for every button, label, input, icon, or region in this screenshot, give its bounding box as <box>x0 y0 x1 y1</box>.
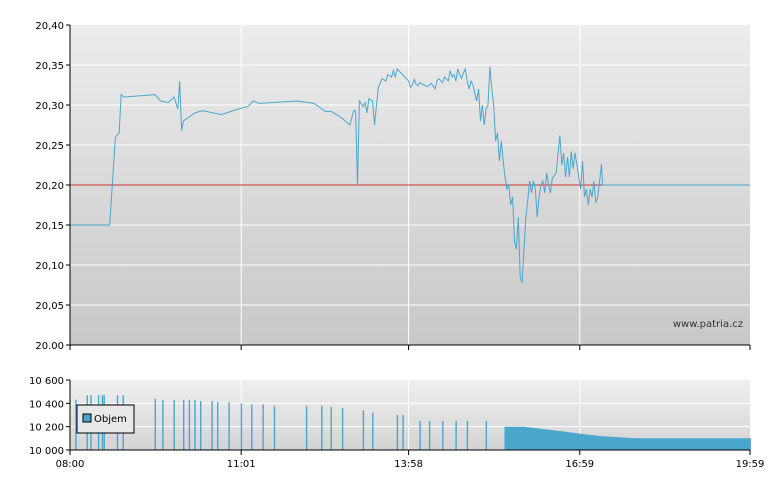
volume-bar <box>637 438 666 450</box>
price-y-tick-label: 20,25 <box>35 141 64 152</box>
watermark: www.patria.cz <box>673 319 743 330</box>
price-y-axis: 20,40 20,35 20,30 20,25 20,20 20,15 20,10 20,05… <box>35 21 70 352</box>
volume-x-tick-label: 13:58 <box>394 459 423 470</box>
volume-bar <box>455 420 457 450</box>
volume-x-tick-label: 19:59 <box>736 459 765 470</box>
volume-bar <box>419 420 421 450</box>
volume-x-tick-label: 16:59 <box>565 459 594 470</box>
volume-y-tick-label: 10 600 <box>29 376 64 387</box>
volume-bar <box>618 437 638 450</box>
volume-bar <box>341 408 344 450</box>
price-y-tick-label: 20,05 <box>35 301 64 312</box>
volume-y-tick-label: 10 400 <box>29 399 64 410</box>
volume-bar <box>211 401 213 450</box>
volume-bar <box>485 420 487 450</box>
legend-swatch <box>82 413 92 423</box>
volume-bar <box>442 420 444 450</box>
volume-y-tick-label: 10 200 <box>29 423 64 434</box>
volume-bar <box>200 401 202 450</box>
volume-bar <box>542 429 562 450</box>
volume-y-axis: 10 600 10 400 10 200 10 000 <box>29 376 70 457</box>
price-y-tick-label: 20,30 <box>35 101 64 112</box>
volume-bar <box>665 438 695 450</box>
volume-bar <box>188 399 191 450</box>
volume-bar <box>194 399 196 450</box>
volume-bar <box>694 438 723 450</box>
price-y-tick-label: 20,10 <box>35 261 64 272</box>
volume-bar <box>330 406 332 450</box>
volume-bar <box>362 410 365 450</box>
volume-bar <box>262 404 264 450</box>
volume-bar <box>273 405 276 450</box>
price-panel: 20,40 20,35 20,30 20,25 20,20 20,15 20,10 20,05… <box>35 21 751 352</box>
volume-bar <box>321 405 323 450</box>
volume-bar <box>173 399 175 450</box>
volume-bar <box>428 420 431 450</box>
volume-bar <box>524 426 543 450</box>
volume-panel: 10 600 10 400 10 200 10 000 08:00 11:01 13:58… <box>29 376 764 470</box>
volume-bar <box>154 398 156 450</box>
price-y-tick-label: 20,15 <box>35 221 64 232</box>
volume-bar <box>505 426 524 450</box>
price-y-tick-label: 20,35 <box>35 61 64 72</box>
volume-bar <box>402 415 404 450</box>
volume-bar <box>749 438 751 450</box>
legend: Objem <box>76 404 135 434</box>
volume-bar <box>580 433 600 450</box>
volume-bar <box>466 420 469 450</box>
price-y-tick-label: 20.00 <box>35 341 64 352</box>
volume-bar <box>561 431 581 450</box>
price-y-tick-label: 20,20 <box>35 181 64 192</box>
volume-x-tick-label: 11:01 <box>227 459 256 470</box>
volume-bar <box>240 403 243 450</box>
volume-x-tick-label: 08:00 <box>56 459 85 470</box>
price-y-tick-label: 20,40 <box>35 21 64 32</box>
volume-bar <box>599 436 619 450</box>
volume-y-tick-label: 10 000 <box>29 446 64 457</box>
legend-label: Objem <box>94 414 127 425</box>
volume-bar <box>722 438 750 450</box>
volume-bar <box>228 402 230 450</box>
volume-bar <box>372 412 374 450</box>
volume-bar <box>183 399 185 450</box>
volume-bar <box>251 404 253 450</box>
volume-bar <box>75 399 77 450</box>
volume-bar <box>217 402 219 450</box>
volume-bar <box>396 415 399 450</box>
price-series-line <box>70 66 750 283</box>
volume-x-axis: 08:00 11:01 13:58 16:59 19:59 <box>56 450 765 470</box>
volume-bar <box>162 399 164 450</box>
price-x-ticks <box>69 345 751 350</box>
volume-bar <box>305 405 308 450</box>
